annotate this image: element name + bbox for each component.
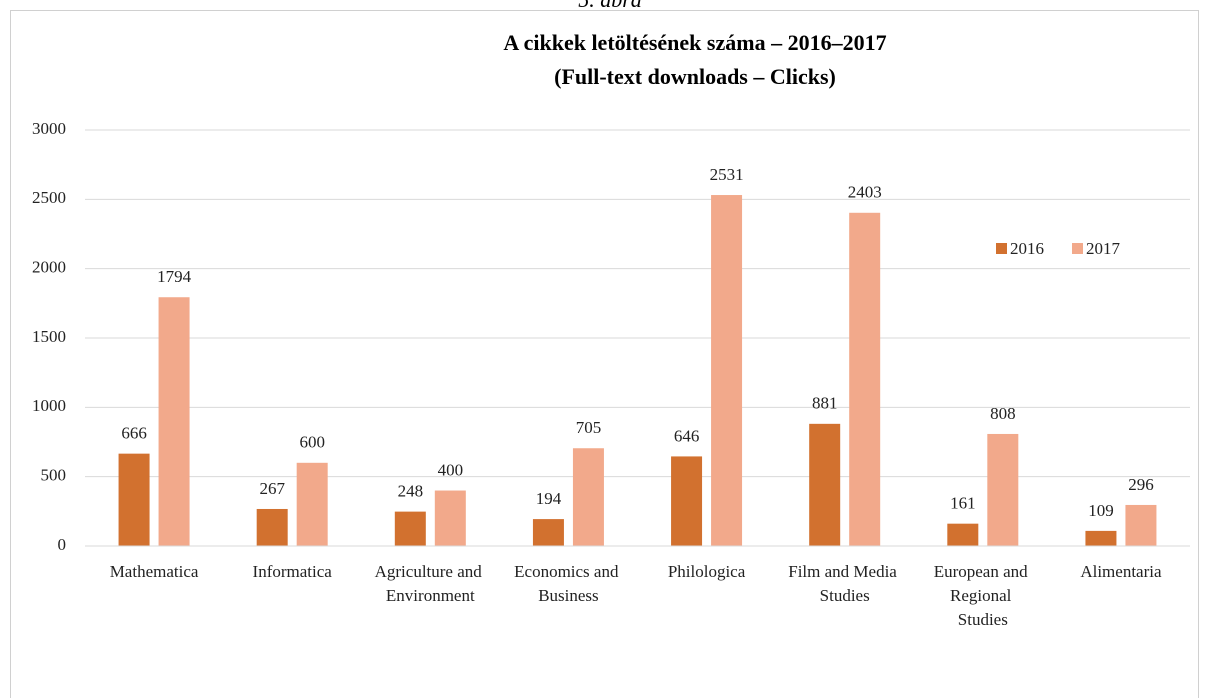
value-label: 666	[121, 424, 147, 443]
value-label: 808	[990, 404, 1016, 423]
x-tick-label: Economics and Business	[514, 562, 623, 605]
bar	[809, 423, 841, 546]
legend-label: 2017	[1086, 239, 1121, 258]
y-tick-label: 1500	[32, 327, 66, 346]
value-label: 2403	[848, 183, 882, 202]
x-tick-label: Mathematica	[110, 562, 199, 581]
bar	[1085, 530, 1117, 546]
chart-frame	[10, 10, 1199, 698]
y-tick-label: 2000	[32, 258, 66, 277]
bar	[118, 453, 150, 546]
bar	[947, 523, 979, 546]
x-tick-label: Film and Media Studies	[788, 562, 901, 605]
x-tick-label: Philologica	[668, 562, 746, 581]
y-tick-label: 1000	[32, 396, 66, 415]
value-label: 161	[950, 494, 976, 513]
value-label: 646	[674, 426, 700, 445]
bar	[394, 511, 426, 546]
bar	[572, 448, 604, 546]
chart-subtitle: (Full-text downloads – Clicks)	[554, 64, 836, 89]
value-label: 296	[1128, 475, 1154, 494]
legend-swatch	[1072, 243, 1083, 254]
value-label: 600	[299, 433, 325, 452]
bar	[1125, 504, 1157, 546]
chart-title: A cikkek letöltésének száma – 2016–2017	[503, 30, 886, 55]
legend-label: 2016	[1010, 239, 1044, 258]
legend-swatch	[996, 243, 1007, 254]
bar	[256, 508, 288, 546]
y-tick-label: 3000	[32, 119, 66, 138]
x-tick-label: Agriculture and Environment	[375, 562, 486, 605]
y-tick-label: 2500	[32, 188, 66, 207]
bar	[434, 490, 466, 546]
bar	[296, 462, 328, 546]
value-label: 705	[576, 418, 602, 437]
value-label: 2531	[710, 165, 744, 184]
bar	[671, 456, 703, 546]
y-tick-label: 0	[58, 535, 67, 554]
figure-caption: 5. ábra	[578, 0, 642, 12]
value-label: 267	[259, 479, 285, 498]
x-tick-label: Alimentaria	[1080, 562, 1162, 581]
value-label: 881	[812, 394, 838, 413]
y-tick-label: 500	[41, 466, 67, 485]
bar	[711, 195, 743, 546]
x-tick-label: Informatica	[253, 562, 333, 581]
bar	[158, 297, 190, 546]
value-label: 1794	[157, 267, 192, 286]
bar	[532, 519, 564, 546]
bar	[987, 433, 1019, 546]
value-label: 194	[536, 489, 562, 508]
x-tick-label: European and Regional Studies	[934, 562, 1032, 629]
value-label: 109	[1088, 501, 1114, 520]
value-label: 248	[398, 482, 424, 501]
value-label: 400	[438, 460, 464, 479]
bar	[849, 212, 881, 546]
